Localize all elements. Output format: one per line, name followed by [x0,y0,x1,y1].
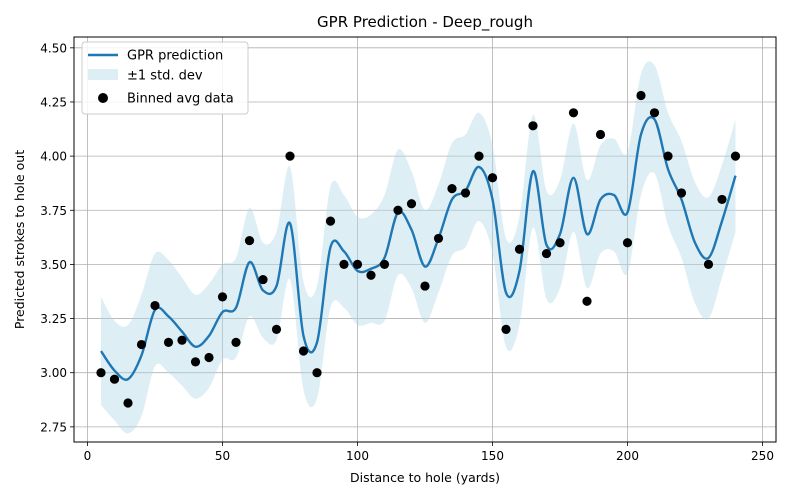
legend-label-band: ±1 std. dev [127,69,203,84]
x-axis-label: Distance to hole (yards) [350,470,500,485]
x-tick-label: 0 [84,449,92,463]
y-tick-label: 3.50 [40,258,67,272]
y-tick-label: 3.00 [40,366,67,380]
data-point [555,238,565,248]
data-point [298,346,309,356]
data-point [150,300,160,311]
data-point [595,129,606,140]
data-point [136,339,147,350]
chart-title: GPR Prediction - Deep_rough [317,13,533,32]
data-point [244,235,255,246]
data-point [541,248,552,259]
x-tick-label: 100 [346,449,369,463]
data-point [204,352,214,363]
data-point [352,259,363,270]
legend-label-points: Binned avg data [127,92,234,107]
data-point [460,188,471,198]
x-tick-label: 150 [481,449,504,463]
data-point [730,151,741,161]
data-point [501,324,511,334]
grid [74,37,776,442]
data-point [109,374,120,384]
binned-points [96,90,741,408]
data-point [379,259,390,270]
prediction-line [100,115,737,381]
prediction-curve [100,115,737,381]
data-point [339,259,349,270]
x-tick-label: 50 [215,449,230,463]
data-point [420,281,430,291]
data-point [231,337,241,347]
x-axis: 0 50 100 150 200 250 [84,442,774,463]
data-point [636,90,646,101]
data-point [487,173,498,183]
data-point [393,205,403,215]
data-point [447,184,457,194]
data-point [177,335,187,345]
y-tick-label: 2.75 [40,420,67,434]
plot-frame [73,36,777,443]
data-point [703,259,714,270]
data-point [366,270,376,280]
data-point [649,108,660,118]
legend: GPR prediction ±1 std. dev Binned avg da… [81,41,249,115]
data-point [285,151,295,161]
data-point [217,292,228,302]
x-tick-label: 250 [751,449,774,463]
data-point [271,324,282,334]
y-tick-label: 4.25 [40,95,67,109]
y-tick-label: 4.50 [40,41,67,55]
data-point [123,398,133,408]
data-point [663,151,673,161]
data-point [568,108,579,118]
data-point [582,296,592,306]
legend-point-swatch [98,93,108,103]
legend-label-prediction: GPR prediction [127,49,223,64]
data-point [190,357,201,367]
x-tick-label: 200 [616,449,639,463]
data-point [406,199,417,209]
data-point [528,121,538,131]
data-point [433,233,444,244]
y-axis-label: Predicted strokes to hole out [12,150,27,329]
y-axis: 2.75 3.00 3.25 3.50 3.75 4.00 4.25 4.50 [40,41,74,434]
y-tick-label: 3.25 [40,312,67,326]
data-point [717,194,727,205]
data-point [676,188,687,198]
data-point [163,337,174,347]
data-point [325,216,336,226]
legend-box [81,41,249,115]
y-tick-label: 3.75 [40,204,67,218]
data-point [96,368,106,378]
data-point [514,244,525,254]
y-tick-label: 4.00 [40,150,67,164]
data-point [258,274,268,285]
data-point [312,368,322,378]
legend-band-swatch [88,69,118,80]
data-point [474,151,484,161]
data-point [622,238,633,248]
